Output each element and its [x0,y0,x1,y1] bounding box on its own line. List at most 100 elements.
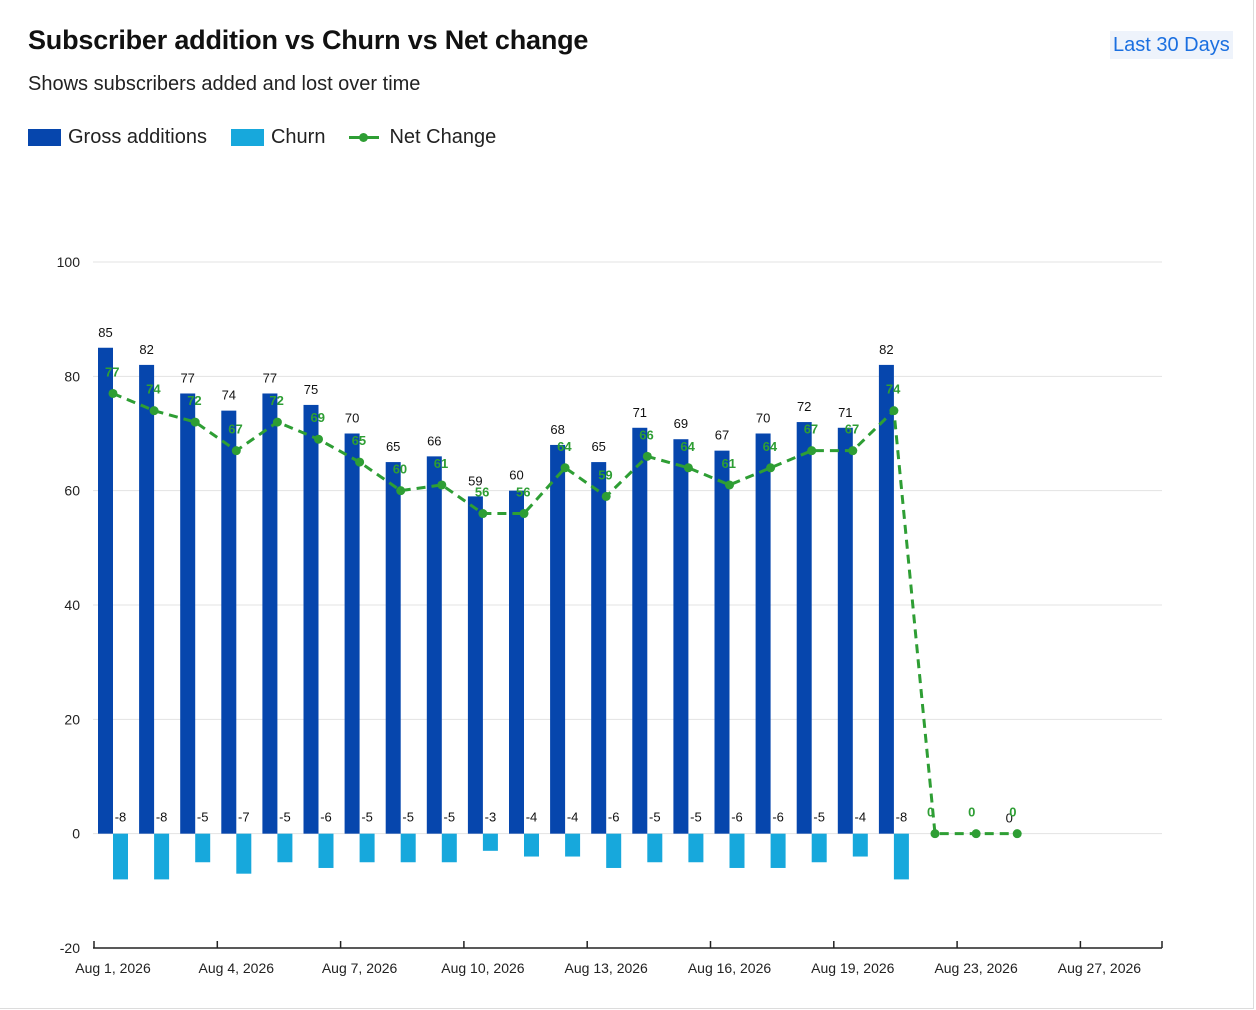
net-change-point [149,406,159,416]
bar-gross-label: 70 [756,411,770,426]
bar-gross [180,393,196,834]
net-change-label: 56 [516,485,530,500]
bar-churn [606,833,622,868]
bar-gross [509,490,524,834]
bar-churn [647,833,663,863]
bar-gross [837,427,853,834]
bar-churn-label: -5 [444,810,456,825]
bar-gross-label: 82 [879,342,893,357]
net-change-point [807,446,817,456]
bar-churn-label: -4 [855,810,867,825]
bar-churn-label: -8 [156,810,168,825]
bar-churn [565,833,581,857]
bar-gross-label: 74 [222,388,236,403]
legend-label-gross: Gross additions [68,126,207,148]
bar-churn [893,833,909,880]
bar-gross-label: 65 [591,439,605,454]
net-change-point [683,463,693,473]
legend-swatch-gross [28,129,61,146]
bar-gross [385,462,401,834]
bar-gross-label: 67 [715,428,729,443]
bar-gross [98,347,113,834]
legend-item-churn[interactable]: Churn [230,126,326,149]
bar-churn [277,833,293,863]
net-change-label: 72 [187,393,201,408]
bar-churn-label: -6 [608,810,620,825]
net-change-point [478,509,488,519]
bar-churn [154,833,170,880]
net-change-point [396,486,406,496]
bar-gross-label: 59 [468,473,482,488]
bar-churn-label: -6 [731,810,743,825]
bar-gross-label: 69 [674,416,688,431]
net-change-label: 67 [845,422,859,437]
net-change-label: 66 [639,427,653,442]
bar-churn [688,833,704,863]
bar-churn [482,833,498,851]
bar-gross-label: 71 [633,405,647,420]
net-change-point [971,829,981,839]
legend-item-gross[interactable]: Gross additions [28,126,207,149]
legend-swatch-net [349,129,380,146]
net-change-label: 59 [598,467,612,482]
x-tick-label: Aug 16, 2026 [688,960,772,976]
net-change-label: 77 [105,364,119,379]
chart-legend: Gross additions Churn Net Change [28,126,520,149]
net-change-label: 0 [968,805,975,820]
bar-churn-label: -5 [279,810,291,825]
bar-gross [796,422,812,834]
x-tick-label: Aug 27, 2026 [1058,960,1142,976]
net-change-point [231,446,241,456]
net-change-label: 65 [352,433,366,448]
bar-churn-label: -4 [526,810,538,825]
bar-gross-label: 85 [98,325,112,340]
y-tick-label: 60 [64,483,80,499]
bar-churn [852,833,868,857]
bar-churn [811,833,827,863]
bar-churn-label: -5 [813,810,825,825]
x-tick-label: Aug 4, 2026 [199,960,275,976]
net-change-label: 64 [557,439,572,454]
bar-churn-label: -7 [238,810,250,825]
net-change-label: 64 [680,439,695,454]
x-tick-label: Aug 23, 2026 [934,960,1018,976]
net-change-label: 61 [434,456,448,471]
net-change-point [314,434,323,444]
net-change-point [1012,829,1022,839]
net-change-label: 0 [927,805,934,820]
net-change-label: 60 [393,462,407,477]
net-change-label: 72 [269,393,283,408]
net-change-label: 56 [475,485,489,500]
date-range-button[interactable]: Last 30 Days [1110,31,1233,59]
bar-gross-label: 65 [386,439,400,454]
x-tick-label: Aug 1, 2026 [75,960,151,976]
net-change-label: 69 [311,410,325,425]
net-change-point [108,388,118,398]
legend-label-net: Net Change [389,126,497,148]
net-change-point [190,417,200,427]
chart-subtitle: Shows subscribers added and lost over ti… [28,73,421,95]
net-change-point [889,406,899,416]
bar-churn-label: -5 [361,810,373,825]
net-change-label: 64 [763,439,778,454]
y-tick-label: -20 [60,940,80,956]
bar-churn [318,833,334,868]
bar-gross-label: 82 [139,342,153,357]
legend-item-net[interactable]: Net Change [349,126,496,149]
bar-churn-label: -6 [772,810,784,825]
bar-gross-label: 77 [263,370,277,385]
bar-gross-label: 0 [1006,811,1013,826]
bar-churn-label: -5 [402,810,414,825]
legend-label-churn: Churn [270,126,326,148]
bar-gross-label: 66 [427,433,441,448]
bar-gross-label: 60 [509,468,523,483]
bar-churn [113,833,128,880]
y-tick-label: 80 [64,368,80,384]
net-change-point [437,480,447,490]
bar-gross [262,393,278,834]
y-tick-label: 100 [57,254,81,270]
bar-gross [221,410,237,834]
bar-gross-label: 77 [180,370,194,385]
net-change-point [725,480,734,490]
